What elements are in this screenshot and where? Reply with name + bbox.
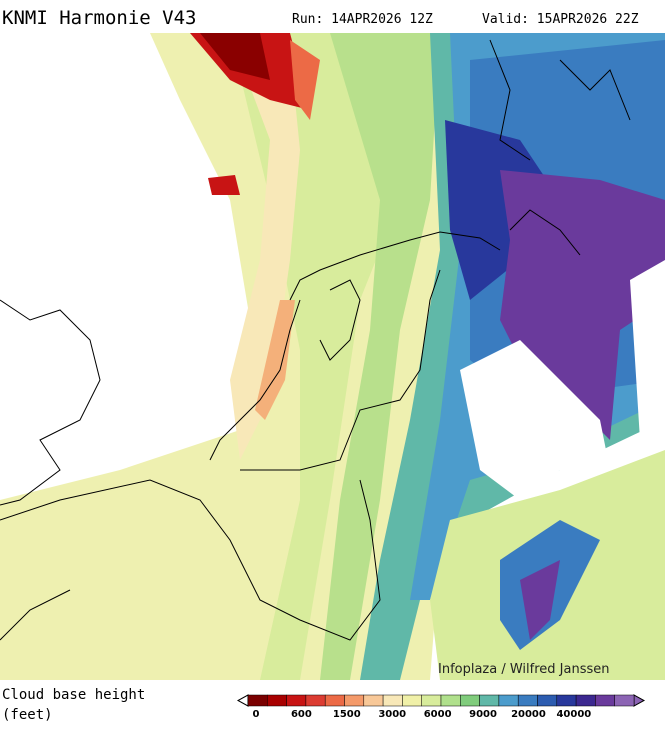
colorbar-segment xyxy=(344,694,365,707)
colorbar-segment xyxy=(402,694,422,707)
clear-area xyxy=(630,260,665,460)
colorbar-segment xyxy=(537,694,558,707)
cloud-field xyxy=(200,33,270,80)
cloud-field xyxy=(520,560,560,640)
colorbar-tick-label: 6000 xyxy=(424,709,452,720)
valid-time: Valid: 15APR2026 22Z xyxy=(482,12,639,27)
colorbar-segment xyxy=(382,694,403,707)
colorbar-segment xyxy=(614,694,635,707)
colorbar-segment xyxy=(286,694,307,707)
colorbar-segment xyxy=(247,694,268,707)
colorbar-arrow-left xyxy=(236,694,249,707)
colorbar-tick-label: 600 xyxy=(291,709,312,720)
colorbar-segment xyxy=(595,694,615,707)
colorbar-segment xyxy=(575,694,596,707)
colorbar-segment xyxy=(440,694,461,707)
clear-area xyxy=(460,340,610,500)
colorbar-segment xyxy=(363,694,384,707)
colorbar-segment xyxy=(460,694,480,707)
colorbar-segment xyxy=(305,694,326,707)
colorbar-segment xyxy=(267,694,287,707)
title: KNMI Harmonie V43 xyxy=(2,7,196,29)
colorbar-tick-label: 0 xyxy=(253,709,260,720)
legend-label: Cloud base height xyxy=(2,687,145,703)
colorbar-tick-label: 3000 xyxy=(378,709,406,720)
colorbar-tick-label: 9000 xyxy=(469,709,497,720)
cloud-field xyxy=(230,50,300,460)
colorbar-tick-label: 40000 xyxy=(556,709,591,720)
cloud-field xyxy=(255,300,295,420)
colorbar-tick-label: 1500 xyxy=(333,709,361,720)
coastlines xyxy=(0,39,631,641)
colorbar-tick-label: 20000 xyxy=(511,709,546,720)
colorbar-segment xyxy=(517,694,538,707)
colorbar-segment xyxy=(421,694,442,707)
colorbar: 0 600 1500 3000 6000 9000 20000 40000 xyxy=(236,694,646,720)
cloud-field xyxy=(445,120,560,300)
cloud-field xyxy=(208,175,240,195)
colorbar-segment xyxy=(324,694,345,707)
colorbar-segment xyxy=(479,694,500,707)
cloud-field xyxy=(320,33,440,680)
legend-unit: (feet) xyxy=(2,707,53,723)
credit: Infoplaza / Wilfred Janssen xyxy=(438,662,610,677)
map: Infoplaza / Wilfred Janssen xyxy=(0,33,665,680)
run-time: Run: 14APR2026 12Z xyxy=(292,12,433,27)
cloud-field xyxy=(290,40,320,120)
colorbar-segment xyxy=(498,694,519,707)
colorbar-segment xyxy=(556,694,577,707)
colorbar-arrow-right xyxy=(633,694,646,707)
